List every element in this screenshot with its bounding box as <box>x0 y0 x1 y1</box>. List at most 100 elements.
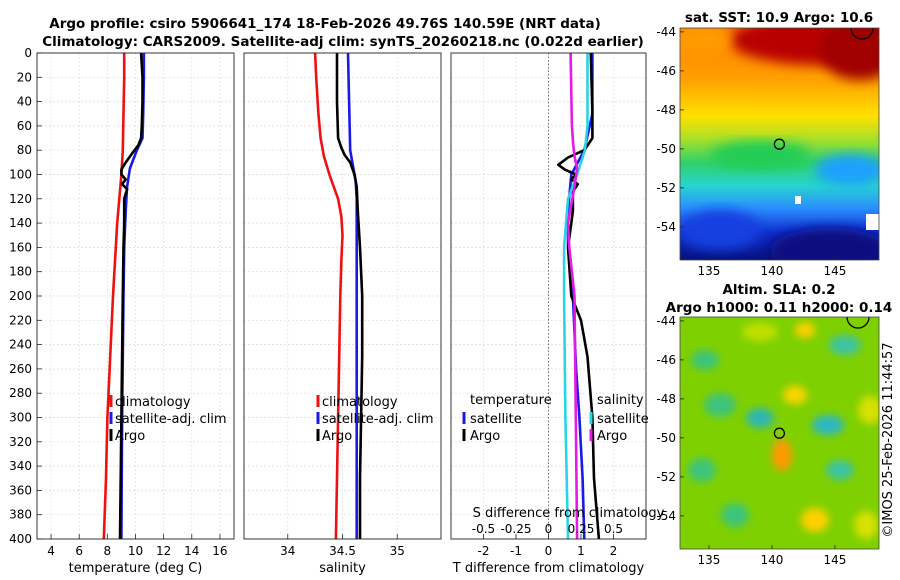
timestamp-label: ©IMOS 25-Feb-2026 11:44:57 <box>881 342 896 537</box>
map-y-tick-label: -52 <box>656 470 676 484</box>
map-y-tick-label: -46 <box>656 353 676 367</box>
x-tick-label: 35 <box>390 544 405 558</box>
y-tick-label: 0 <box>24 46 32 60</box>
x2-axis-label: S difference from climatology <box>473 506 665 521</box>
x-tick-label: 1 <box>577 544 585 558</box>
y-tick-label: 40 <box>17 95 32 109</box>
sla-high-1 <box>742 323 778 341</box>
x-axis-label: T difference from climatology <box>452 561 645 576</box>
sla-argo-marker <box>773 427 786 439</box>
sla-map-title: Altim. SLA: 0.2 <box>722 282 835 298</box>
legend-label: climatology <box>115 395 191 410</box>
sla-low-5 <box>812 415 844 435</box>
sst-map: 135 140 145 -44 -46 -48 -50 -52 -54 <box>656 25 880 278</box>
map-x-tick-label: 135 <box>698 553 721 567</box>
series-line-climatology <box>313 52 344 540</box>
sla-low-6 <box>688 458 716 482</box>
legend-label: satellite-adj. clim <box>322 412 434 427</box>
map-x-tick-label: 135 <box>698 264 721 278</box>
map-y-tick-label: -54 <box>656 220 676 234</box>
y-tick-label: 140 <box>9 216 32 230</box>
y-tick-label: 60 <box>17 119 32 133</box>
legend-title-temperature: temperature <box>470 393 552 408</box>
y-tick-label: 160 <box>9 240 32 254</box>
y-tick-label: 300 <box>9 411 32 425</box>
sla-high-3 <box>783 386 807 404</box>
sst-green-band <box>710 141 810 169</box>
sla-low-7 <box>826 460 854 480</box>
sst-deep-blue-left <box>680 210 760 250</box>
map-x-tick-label: 140 <box>760 553 783 567</box>
map-y-tick-label: -48 <box>656 103 676 117</box>
y-tick-label: 180 <box>9 265 32 279</box>
map-y-tick-label: -44 <box>656 25 676 39</box>
map-y-tick-label: -44 <box>656 314 676 328</box>
sla-low-8 <box>721 503 749 527</box>
sst-map-title: sat. SST: 10.9 Argo: 10.6 <box>685 10 873 26</box>
x-tick-label: 6 <box>75 544 83 558</box>
series-line-climatology <box>102 53 126 540</box>
map-y-tick-label: -48 <box>656 392 676 406</box>
sla-map-axes: 135 140 145 -44 -46 -48 -50 -52 -54 <box>656 314 846 567</box>
map-y-tick-label: -50 <box>656 142 676 156</box>
series-line-argo <box>118 52 144 540</box>
x-tick-label: 14 <box>184 544 199 558</box>
sst-orange-patch <box>680 28 730 58</box>
x-axis-label: temperature (deg C) <box>69 561 203 576</box>
y-tick-label: 340 <box>9 459 32 473</box>
sla-high-6 <box>801 508 829 532</box>
sla-low-2 <box>829 335 861 355</box>
x2-tick-label: -0.5 <box>472 522 495 536</box>
sst-missing-data <box>866 214 879 230</box>
sst-map-frame <box>679 27 880 261</box>
y-tick-label: 200 <box>9 289 32 303</box>
salinity-panel: 34 34.5 35 salinity climatology satellite-adj… <box>243 52 442 576</box>
y-tick-label: 240 <box>9 338 32 352</box>
difference-panel: -2 -1 0 1 2 T difference from climatology temp… <box>450 52 665 576</box>
sst-warm-core <box>820 28 879 80</box>
series-line-argo <box>335 53 364 539</box>
map-y-tick-label: -54 <box>656 509 676 523</box>
sla-map-subtitle: Argo h1000: 0.11 h2000: 0.14 <box>666 300 893 316</box>
sla-low-4 <box>746 408 774 428</box>
sla-map-frame <box>679 316 880 550</box>
y-tick-label: 380 <box>9 508 32 522</box>
sla-circle-marker <box>846 317 870 329</box>
x-tick-label: 10 <box>128 544 143 558</box>
x-tick-label: -1 <box>510 544 522 558</box>
legend-title-salinity: salinity <box>597 393 644 408</box>
y-tick-label: 80 <box>17 143 32 157</box>
sst-argo-marker <box>773 138 786 150</box>
legend-label: satellite-adj. clim <box>115 412 227 427</box>
map-x-tick-label: 140 <box>760 264 783 278</box>
y-tick-label: 100 <box>9 168 32 182</box>
map-x-tick-label: 145 <box>823 264 846 278</box>
x2-tick-label: 0.25 <box>568 522 595 536</box>
map-y-tick-label: -46 <box>656 64 676 78</box>
x-tick-label: 12 <box>156 544 171 558</box>
y-tick-label: 120 <box>9 192 32 206</box>
y-tick-label: 320 <box>9 435 32 449</box>
sst-deep-blue-right <box>770 228 879 260</box>
sst-map-axes: 135 140 145 -44 -46 -48 -50 -52 -54 <box>656 25 846 278</box>
y-tick-label: 360 <box>9 483 32 497</box>
x-tick-label: -2 <box>478 544 490 558</box>
y-tick-label: 220 <box>9 313 32 327</box>
sla-map: 135 140 145 -44 -46 -48 -50 -52 -54 <box>656 314 880 567</box>
x-tick-label: 4 <box>47 544 55 558</box>
x-tick-label: 2 <box>610 544 618 558</box>
y-tick-label: 280 <box>9 386 32 400</box>
temperature-panel: 4 6 8 10 12 14 1602040608010012014016018020022… <box>9 46 235 576</box>
title-line-1: Argo profile: csiro 5906641_174 18-Feb-2… <box>49 16 600 32</box>
sst-blue-patch <box>815 154 879 186</box>
series-line-salinity-argo <box>566 52 579 540</box>
sla-high-4 <box>858 396 879 424</box>
sla-low-1 <box>691 350 719 370</box>
x-tick-label: 34 <box>280 544 295 558</box>
map-y-tick-label: -50 <box>656 431 676 445</box>
y-tick-label: 260 <box>9 362 32 376</box>
x2-tick-label: -0.25 <box>500 522 531 536</box>
sst-circle-marker <box>850 28 874 40</box>
legend-label: satellite <box>470 412 522 427</box>
